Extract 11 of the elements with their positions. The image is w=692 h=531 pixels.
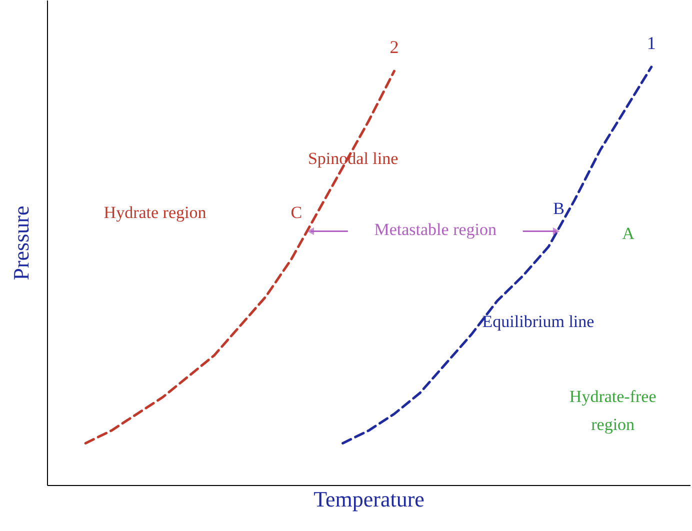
annotation: C [290,203,302,222]
series-label: 2 [390,37,399,58]
annotation: Hydrate region [104,203,207,222]
annotation: Equilibrium line [482,312,594,331]
annotation: Hydrate-free region [569,387,656,434]
annotation: B [553,199,564,218]
x-axis-title: Temperature [314,486,424,512]
annotation: Metastable region [374,220,497,239]
y-axis-title: Pressure [8,206,34,280]
annotation: A [622,224,636,244]
series-label: 1 [646,32,656,53]
